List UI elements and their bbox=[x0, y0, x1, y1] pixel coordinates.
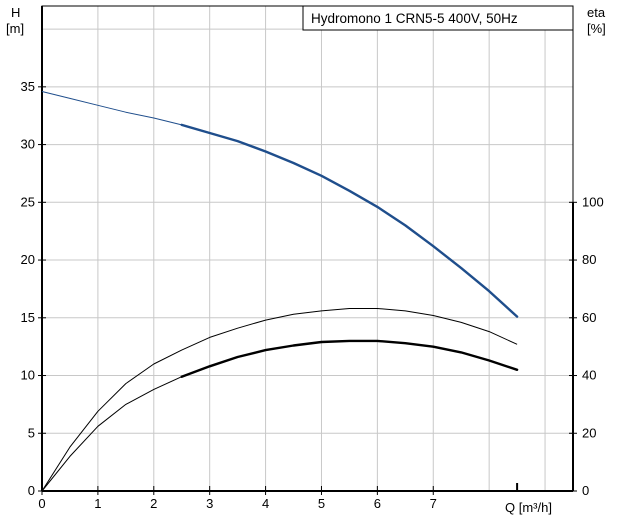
left-tick-label: 15 bbox=[21, 310, 35, 325]
right-tick-label: 20 bbox=[582, 425, 596, 440]
curve-1-thin bbox=[41, 308, 518, 492]
title-box: Hydromono 1 CRN5-5 400V, 50Hz bbox=[302, 5, 574, 31]
right-tick-label: 80 bbox=[582, 252, 596, 267]
grid bbox=[42, 6, 573, 491]
x-axis-title: Q [m³/h] bbox=[505, 500, 552, 515]
curve-2-operating-range bbox=[180, 339, 519, 378]
x-tick-label: 5 bbox=[318, 496, 325, 511]
right-tick-label: 60 bbox=[582, 310, 596, 325]
left-axis-unit: [m] bbox=[6, 21, 24, 36]
right-axis-unit: [%] bbox=[587, 21, 606, 36]
right-axis-ticks: 0 20 40 60 80 100 bbox=[569, 194, 604, 498]
right-tick-label: 40 bbox=[582, 368, 596, 383]
left-axis-title: H bbox=[11, 5, 20, 20]
curves bbox=[41, 91, 519, 492]
x-tick-label: 7 bbox=[430, 496, 437, 511]
x-axis-ticks: 0 1 2 3 4 5 6 7 bbox=[38, 486, 437, 511]
plot-border bbox=[41, 5, 574, 492]
left-tick-label: 25 bbox=[21, 194, 35, 209]
x-tick-label: 0 bbox=[38, 496, 45, 511]
curve-0-thin bbox=[41, 91, 518, 317]
x-tick-label: 3 bbox=[206, 496, 213, 511]
right-axis-title: eta bbox=[587, 5, 606, 20]
plot-frame bbox=[41, 5, 574, 492]
left-axis-ticks: 0 5 10 15 20 25 30 35 bbox=[21, 79, 46, 498]
left-tick-label: 30 bbox=[21, 137, 35, 152]
x-tick-label: 1 bbox=[94, 496, 101, 511]
x-tick-label: 6 bbox=[374, 496, 381, 511]
right-tick-label: 0 bbox=[582, 483, 589, 498]
left-tick-label: 0 bbox=[28, 483, 35, 498]
x-tick-label: 4 bbox=[262, 496, 269, 511]
curve-2-thin bbox=[41, 340, 518, 492]
left-tick-label: 5 bbox=[28, 425, 35, 440]
left-tick-label: 20 bbox=[21, 252, 35, 267]
right-tick-label: 100 bbox=[582, 194, 604, 209]
x-tick-label: 2 bbox=[150, 496, 157, 511]
left-tick-label: 35 bbox=[21, 79, 35, 94]
chart-title: Hydromono 1 CRN5-5 400V, 50Hz bbox=[311, 11, 518, 26]
left-tick-label: 10 bbox=[21, 368, 35, 383]
curve-0-operating-range bbox=[180, 123, 519, 318]
